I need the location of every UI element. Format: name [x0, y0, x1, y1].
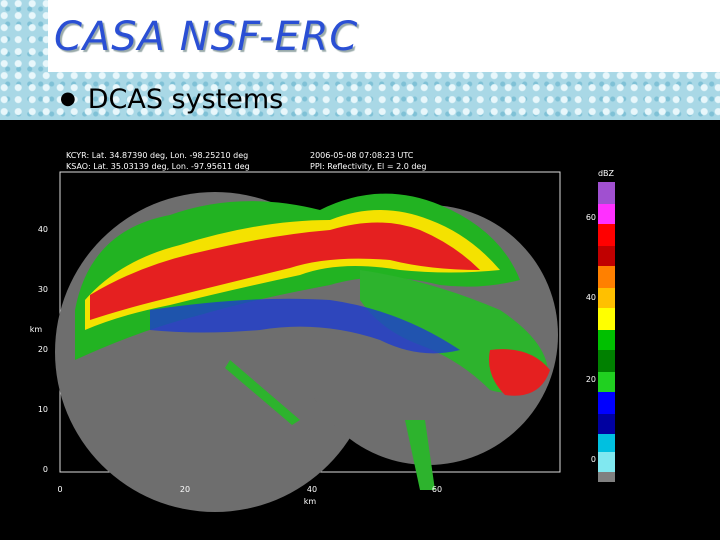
radar-info: PPI: Reflectivity, El = 2.0 deg	[310, 162, 426, 171]
title-box: CASA NSF-ERC	[48, 0, 720, 72]
colorbar-tick: 40	[586, 293, 596, 302]
radar-info: KCYR: Lat. 34.87390 deg, Lon. -98.25210 …	[66, 151, 248, 160]
colorbar-tick: 60	[586, 213, 596, 222]
x-tick-label: 60	[432, 485, 442, 494]
y-tick-label: 20	[38, 345, 48, 354]
y-tick-label: 30	[38, 285, 48, 294]
y-tick-label: 10	[38, 405, 48, 414]
bullet: DCAS systems	[60, 84, 284, 115]
radar-info: 2006-05-08 07:08:23 UTC	[310, 151, 414, 160]
colorbar-tick: 20	[586, 375, 596, 384]
x-tick-label: 20	[180, 485, 190, 494]
x-tick-label: 40	[307, 485, 317, 494]
title: CASA NSF-ERC	[54, 14, 359, 60]
y-axis-label: km	[30, 325, 43, 334]
x-tick-label: 0	[57, 485, 62, 494]
y-tick-label: 0	[43, 465, 48, 474]
x-axis-label: km	[304, 497, 317, 506]
radar-circles	[55, 192, 558, 512]
colorbar-label: dBZ	[598, 169, 615, 178]
y-tick-label: 40	[38, 225, 48, 234]
colorbar	[598, 182, 615, 482]
colorbar-tick: 0	[591, 455, 596, 464]
radar-image: KCYR: Lat. 34.87390 deg, Lon. -98.25210 …	[0, 120, 720, 540]
radar-info: KSAO: Lat. 35.03139 deg, Lon. -97.95611 …	[66, 162, 250, 171]
